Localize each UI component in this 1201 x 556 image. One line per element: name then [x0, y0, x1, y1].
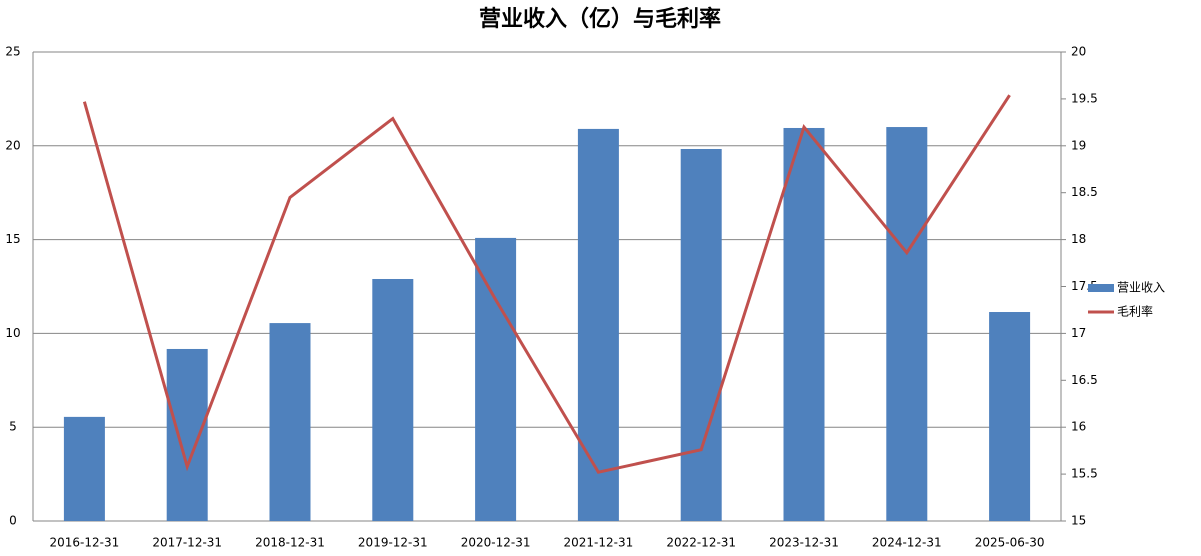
x-tick-label: 2025-06-30 [975, 536, 1045, 550]
line [82, 94, 1011, 474]
x-tick-label: 2023-12-31 [769, 536, 839, 550]
y2-tick-label: 19.5 [1071, 91, 1098, 105]
bar [577, 128, 619, 521]
y2-tick-label: 20 [1071, 45, 1086, 59]
x-tick-label: 2017-12-31 [152, 536, 222, 550]
y2-tick-label: 17 [1071, 326, 1086, 340]
x-tick-label: 2016-12-31 [50, 536, 120, 550]
x-tick-label: 2024-12-31 [872, 536, 942, 550]
bar [475, 237, 517, 521]
legend-label: 营业收入 [1117, 281, 1165, 295]
y2-tick-label: 16 [1071, 420, 1086, 434]
x-tick-label: 2018-12-31 [255, 536, 325, 550]
bar [783, 127, 825, 521]
chart-title: 营业收入（亿）与毛利率 [479, 6, 721, 32]
x-tick-label: 2021-12-31 [564, 536, 634, 550]
y2-tick-label: 15 [1071, 514, 1086, 528]
legend-swatch [1088, 284, 1114, 292]
bar [372, 278, 414, 521]
y-tick-label: 10 [5, 326, 20, 340]
legend-label: 毛利率 [1117, 304, 1153, 319]
y2-tick-label: 18 [1071, 232, 1086, 246]
y2-tick-label: 15.5 [1071, 467, 1098, 481]
y2-tick-label: 18.5 [1071, 185, 1098, 199]
bar [269, 323, 311, 521]
y-tick-label: 5 [9, 420, 17, 434]
x-tick-label: 2020-12-31 [461, 536, 531, 550]
bar [989, 312, 1031, 521]
y-tick-label: 20 [5, 138, 20, 152]
y-tick-label: 15 [5, 232, 20, 246]
bar [886, 127, 928, 521]
y-tick-label: 25 [5, 45, 20, 59]
bar [680, 148, 722, 521]
bar [63, 416, 105, 521]
x-tick-label: 2019-12-31 [358, 536, 428, 550]
y2-tick-label: 19 [1071, 138, 1086, 152]
y-tick-label: 0 [9, 514, 17, 528]
bar [166, 348, 208, 521]
y2-tick-label: 16.5 [1071, 373, 1098, 387]
x-tick-label: 2022-12-31 [666, 536, 736, 550]
